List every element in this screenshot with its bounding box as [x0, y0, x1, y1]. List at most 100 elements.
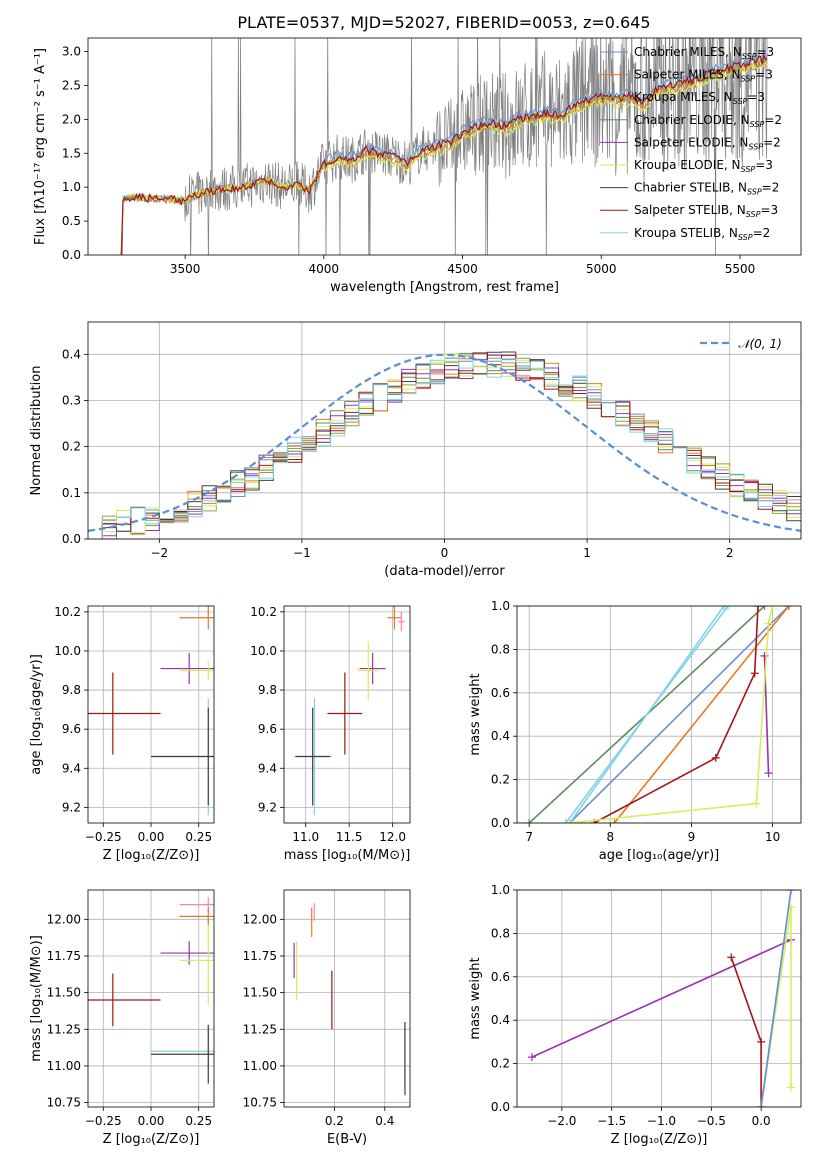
y-tick-label: 0.5 [62, 214, 81, 228]
mass-weight-point-salpeter_stelib [750, 669, 759, 678]
x-tick-label: 4000 [309, 262, 340, 276]
mass-weight-line-salpeter_elodie [531, 939, 792, 1058]
x-tick-label: 10 [765, 830, 780, 844]
y-tick-label: 9.2 [62, 800, 81, 814]
y-tick-label: 9.4 [62, 761, 81, 775]
x-tick-label: −1 [293, 546, 311, 560]
mw_vs_Z-panel: −2.0 −1.5 −1.0 −0.5 0.0 0.0 0.2 0.4 0.6 0.8 1.0 Z [… [468, 883, 802, 1147]
y-tick-label: 0.4 [62, 347, 81, 361]
figure-title: PLATE=0537, MJD=52027, FIBERID=0053, z=0… [237, 13, 650, 32]
x-axis-label: (data-model)/error [384, 564, 505, 579]
y-tick-label: 10.75 [243, 1096, 277, 1110]
y-tick-label: 11.25 [47, 1022, 81, 1036]
axes-frame [87, 37, 802, 256]
y-tick-label: 12.00 [47, 912, 81, 926]
mass-weight-point-kroupa_elodie [787, 1083, 796, 1092]
y-tick-label: 0.2 [62, 440, 81, 454]
y-tick-label: 11.00 [243, 1059, 277, 1073]
mass-weight-point-kroupa_stelib [719, 606, 728, 610]
y-tick-label: 3.0 [62, 45, 81, 59]
model-spectrum-kroupa_miles [120, 57, 768, 255]
y-tick-label: 0.8 [491, 642, 510, 656]
x-tick-label: 5000 [586, 262, 617, 276]
x-tick-label: 0.25 [185, 830, 212, 844]
x-axis-label: wavelength [Angstrom, rest frame] [330, 280, 559, 295]
legend-label-kroupa_miles: Kroupa MILES, NSSP=3 [634, 90, 765, 106]
mw_vs_Z-content [527, 890, 796, 1107]
y-tick-label: 11.75 [243, 949, 277, 963]
x-tick-label: 0.4 [375, 1114, 394, 1128]
y-tick-label: 11.50 [243, 986, 277, 1000]
mass-weight-point-chabrier_elodie [525, 819, 534, 823]
mass-weight-line-salpeter_stelib [730, 957, 762, 1107]
mass-weight-point-kroupa_elodie [565, 819, 574, 823]
x-axis-label: age [log₁₀(age/yr)] [599, 848, 720, 863]
y-tick-label: 10.75 [47, 1096, 81, 1110]
mass-weight-point-chabrier_miles [757, 1103, 766, 1107]
axes-frame [87, 321, 802, 540]
x-tick-label: 12.0 [379, 830, 406, 844]
x-axis-label: Z [log₁₀(Z/Z⊙)] [611, 1132, 708, 1147]
x-tick-label: 11.5 [336, 830, 363, 844]
x-tick-label: 0.25 [185, 1114, 212, 1128]
axes-frame [283, 605, 411, 824]
x-tick-label: 7 [525, 830, 533, 844]
x-tick-label: 0.0 [752, 1114, 771, 1128]
y-tick-label: 11.25 [243, 1022, 277, 1036]
legend-label-kroupa_elodie: Kroupa ELODIE, NSSP=3 [634, 158, 773, 174]
mw_vs_age-content [525, 606, 793, 823]
x-tick-label: 0.2 [325, 1114, 344, 1128]
y-tick-label: 10.0 [54, 644, 81, 658]
legend-label-normal: 𝒩(0, 1) [738, 337, 782, 351]
x-axis-label: Z [log₁₀(Z/Z⊙)] [103, 1132, 200, 1147]
x-tick-label: 0.00 [138, 830, 165, 844]
mass-weight-line-chabrier_miles [760, 890, 792, 1107]
y-tick-label: 11.75 [47, 949, 81, 963]
x-tick-label: −2.0 [547, 1114, 576, 1128]
y-tick-label: 10.2 [54, 605, 81, 619]
y-tick-label: 1.0 [62, 180, 81, 194]
y-axis-label: age [log₁₀(age/yr)] [29, 654, 44, 775]
y-tick-label: 9.4 [258, 761, 277, 775]
x-tick-label: 1 [583, 546, 591, 560]
axes-frame [516, 605, 802, 824]
x-axis-label: mass [log₁₀(M/M⊙)] [284, 848, 411, 863]
x-tick-label: −1.5 [597, 1114, 626, 1128]
x-axis-label: Z [log₁₀(Z/Z⊙)] [103, 848, 200, 863]
y-tick-label: 0.0 [491, 1100, 510, 1114]
age_vs_mass-content [295, 606, 405, 816]
x-axis-label: E(B-V) [327, 1132, 367, 1147]
y-axis-label: Flux [fλ10⁻¹⁷ erg cm⁻² s⁻¹ A⁻¹] [33, 48, 48, 245]
y-tick-label: 0.1 [62, 486, 81, 500]
mass-weight-point-salpeter_elodie [764, 769, 773, 778]
age_vs_mass-panel: 11.0 11.5 12.0 9.2 9.4 9.6 9.8 10.0 10.2 mass [lo… [250, 605, 411, 863]
legend-label-chabrier_stelib: Chabrier STELIB, NSSP=2 [634, 181, 779, 197]
mass-weight-point-salpeter_stelib [753, 606, 762, 610]
legend-label-salpeter_stelib: Salpeter STELIB, NSSP=3 [634, 203, 778, 219]
y-tick-label: 11.50 [47, 986, 81, 1000]
mw_vs_age-panel: 7 8 9 10 0.0 0.2 0.4 0.6 0.8 1.0 age [log₁₀(age/yr… [468, 599, 802, 863]
y-tick-label: 0.0 [62, 248, 81, 262]
mass-weight-line-kroupa_stelib [569, 606, 725, 823]
x-tick-label: −0.5 [697, 1114, 726, 1128]
y-tick-label: 12.00 [243, 912, 277, 926]
y-tick-label: 10.0 [250, 644, 277, 658]
residuals-panel: −2 −1 0 1 2 0.0 0.1 0.2 0.3 0.4 (data-model)/error… [29, 321, 802, 579]
y-tick-label: 9.8 [258, 683, 277, 697]
x-tick-label: −0.25 [85, 1114, 122, 1128]
y-tick-label: 2.0 [62, 112, 81, 126]
mass-weight-line-chabrier_miles [569, 606, 790, 823]
y-tick-label: 1.0 [491, 883, 510, 897]
mass-weight-point-salpeter_miles [610, 819, 619, 823]
mass-weight-point-salpeter_miles [784, 606, 793, 610]
mass_vs_Z-content [88, 897, 214, 1084]
x-tick-label: 2 [726, 546, 734, 560]
mass-weight-point-chabrier_miles [787, 890, 796, 894]
mass-weight-point-kroupa_elodie [764, 619, 773, 628]
x-tick-label: 5500 [725, 262, 756, 276]
age_vs_Z-panel: −0.25 0.00 0.25 9.2 9.4 9.6 9.8 10.0 10.2 Z [log₁… [29, 605, 215, 863]
x-tick-label: 9 [688, 830, 696, 844]
y-tick-label: 0.6 [491, 970, 510, 984]
y-tick-label: 1.5 [62, 146, 81, 160]
